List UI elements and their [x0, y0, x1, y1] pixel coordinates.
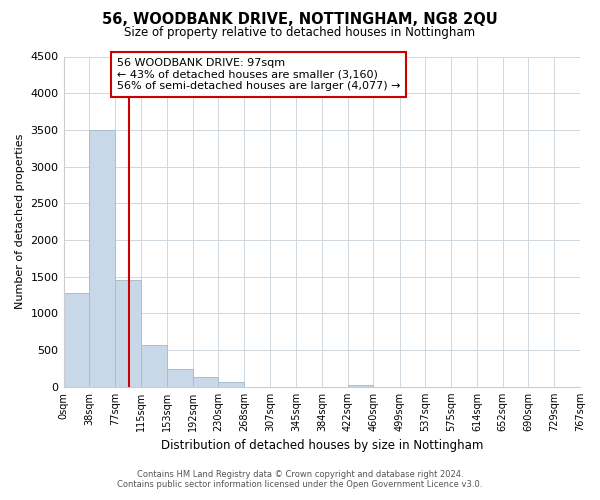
Bar	[89, 130, 115, 387]
X-axis label: Distribution of detached houses by size in Nottingham: Distribution of detached houses by size …	[161, 440, 483, 452]
Bar	[218, 382, 244, 387]
Text: Contains HM Land Registry data © Crown copyright and database right 2024.
Contai: Contains HM Land Registry data © Crown c…	[118, 470, 482, 489]
Text: 56, WOODBANK DRIVE, NOTTINGHAM, NG8 2QU: 56, WOODBANK DRIVE, NOTTINGHAM, NG8 2QU	[102, 12, 498, 28]
Bar	[347, 384, 373, 387]
Bar	[167, 369, 193, 387]
Bar	[64, 293, 89, 387]
Text: Size of property relative to detached houses in Nottingham: Size of property relative to detached ho…	[124, 26, 476, 39]
Bar	[115, 280, 141, 387]
Text: 56 WOODBANK DRIVE: 97sqm
← 43% of detached houses are smaller (3,160)
56% of sem: 56 WOODBANK DRIVE: 97sqm ← 43% of detach…	[117, 58, 400, 91]
Bar	[193, 378, 218, 387]
Y-axis label: Number of detached properties: Number of detached properties	[15, 134, 25, 310]
Bar	[141, 345, 167, 387]
